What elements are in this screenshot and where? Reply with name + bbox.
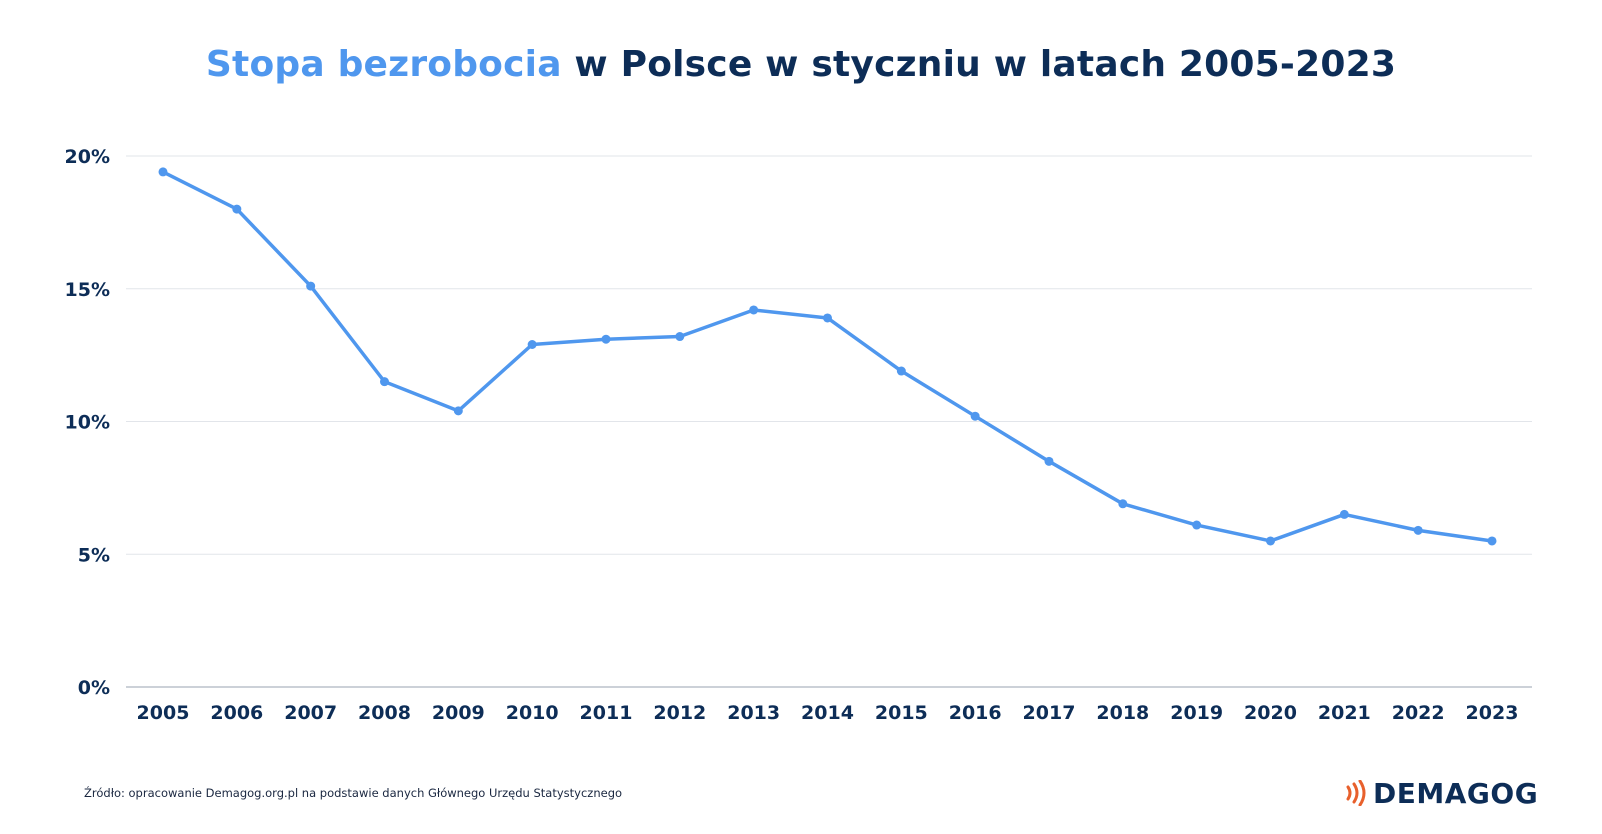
- data-point[interactable]: [749, 305, 759, 315]
- x-tick-label: 2021: [1318, 702, 1371, 724]
- y-tick-label: 20%: [65, 146, 110, 168]
- x-tick-label: 2018: [1096, 702, 1149, 724]
- x-tick-label: 2010: [506, 702, 559, 724]
- x-tick-label: 2008: [358, 702, 411, 724]
- series-layer: [158, 167, 1497, 546]
- data-point[interactable]: [896, 366, 906, 376]
- y-tick-label: 0%: [78, 677, 110, 699]
- x-tick-label: 2013: [727, 702, 780, 724]
- y-axis-ticks: 0% 5% 10% 15% 20%: [65, 146, 110, 699]
- data-point[interactable]: [232, 204, 242, 214]
- chart-title-rest: w Polsce w styczniu w latach 2005-2023: [561, 44, 1397, 85]
- demagog-logo[interactable]: DEMAGOG: [1345, 776, 1538, 810]
- x-tick-label: 2020: [1244, 702, 1297, 724]
- y-tick-label: 5%: [78, 544, 110, 566]
- chart-title-accent: Stopa bezrobocia: [205, 44, 562, 85]
- x-tick-label: 2022: [1392, 702, 1445, 724]
- data-point[interactable]: [601, 334, 611, 344]
- x-tick-label: 2017: [1023, 702, 1076, 724]
- x-axis-ticks: 2005 2006 2007 2008 2009 2010 2011 2012 2013 2014…: [137, 702, 1519, 724]
- x-tick-label: 2015: [875, 702, 928, 724]
- source-note: Źródło: opracowanie Demagog.org.pl na po…: [84, 786, 623, 800]
- x-tick-label: 2006: [210, 702, 263, 724]
- data-point[interactable]: [306, 281, 316, 291]
- data-point[interactable]: [675, 332, 685, 342]
- chart-title: Stopa bezrobocia w Polsce w styczniu w l…: [0, 44, 1602, 85]
- x-tick-label: 2009: [432, 702, 485, 724]
- data-point[interactable]: [1118, 499, 1128, 509]
- data-point[interactable]: [823, 313, 832, 323]
- x-tick-label: 2023: [1466, 702, 1519, 724]
- x-tick-label: 2007: [284, 702, 337, 724]
- data-point[interactable]: [1487, 536, 1497, 546]
- data-point[interactable]: [1339, 509, 1349, 519]
- y-tick-label: 10%: [65, 412, 110, 434]
- data-point[interactable]: [527, 340, 537, 350]
- x-tick-label: 2011: [580, 702, 633, 724]
- x-tick-label: 2005: [137, 702, 190, 724]
- series-line: [161, 170, 1494, 543]
- sound-waves-icon: [1346, 780, 1366, 806]
- data-point[interactable]: [453, 406, 463, 416]
- data-point[interactable]: [970, 411, 980, 421]
- data-point[interactable]: [1413, 525, 1423, 535]
- data-point[interactable]: [158, 167, 168, 177]
- data-point[interactable]: [380, 377, 389, 387]
- y-tick-label: 15%: [65, 279, 110, 301]
- x-tick-label: 2019: [1170, 702, 1223, 724]
- x-tick-label: 2012: [653, 702, 706, 724]
- logo-text: DEMAGOG: [1373, 776, 1539, 810]
- grid-lines: [126, 155, 1532, 688]
- x-tick-label: 2014: [801, 702, 854, 724]
- data-point[interactable]: [1192, 520, 1202, 530]
- data-point[interactable]: [1044, 456, 1054, 466]
- x-tick-label: 2016: [949, 702, 1002, 724]
- data-point[interactable]: [1266, 536, 1275, 546]
